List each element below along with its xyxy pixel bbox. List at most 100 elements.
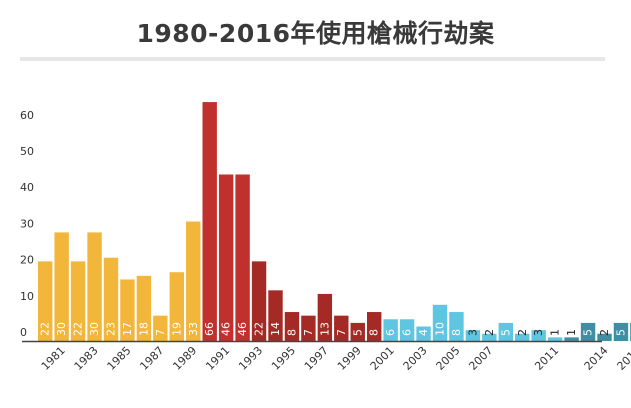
- x-tick-label: 2007: [466, 344, 495, 373]
- bar-value-label: 3: [466, 329, 479, 336]
- x-tick-label: 2016: [615, 344, 631, 373]
- bar: [317, 293, 333, 341]
- bar: [498, 322, 513, 341]
- x-tick-label: 2014: [582, 344, 611, 373]
- x-tick-label: 1989: [170, 344, 199, 373]
- bar: [301, 315, 316, 341]
- bar-value-label: 46: [236, 322, 249, 336]
- bar-value-label: 5: [499, 329, 512, 336]
- bar: [54, 232, 69, 341]
- bar: [87, 232, 102, 341]
- bar-value-label: 2: [598, 329, 611, 336]
- bar-value-label: 8: [285, 329, 298, 336]
- bar-value-label: 7: [302, 329, 315, 336]
- bar: [597, 333, 612, 341]
- y-tick-label: 50: [20, 145, 34, 158]
- bar-value-label: 5: [582, 329, 595, 336]
- bar: [564, 337, 579, 341]
- bar-value-label: 18: [137, 322, 150, 336]
- bar: [218, 174, 234, 341]
- bar: [202, 102, 217, 341]
- bar-value-label: 17: [121, 322, 134, 336]
- bar: [284, 312, 300, 341]
- bar-value-label: 6: [384, 329, 397, 336]
- bar-value-label: 13: [318, 322, 331, 336]
- bar-value-label: 23: [105, 322, 118, 336]
- bar-value-label: 8: [368, 329, 381, 336]
- bar: [367, 312, 382, 341]
- bar: [515, 333, 530, 341]
- bar-value-label: 8: [450, 329, 463, 336]
- bar: [235, 174, 250, 341]
- x-tick-label: 1981: [39, 344, 68, 373]
- bar: [350, 322, 365, 341]
- bar: [482, 333, 497, 341]
- bar-value-label: 46: [220, 322, 233, 336]
- bar: [103, 257, 119, 341]
- bar-value-label: 3: [532, 329, 545, 336]
- bar: [416, 326, 431, 341]
- bar: [613, 322, 629, 341]
- bar: [38, 261, 53, 341]
- bar-value-label: 4: [417, 329, 430, 336]
- bar-value-label: 66: [203, 322, 216, 336]
- bar: [531, 330, 546, 341]
- bar: [334, 315, 349, 341]
- bar: [383, 319, 398, 341]
- y-tick-label: 10: [20, 290, 34, 303]
- bar: [251, 261, 267, 341]
- x-tick-label: 2001: [368, 344, 397, 373]
- bar: [186, 221, 201, 341]
- x-tick-label: 1999: [335, 344, 364, 373]
- x-tick-label: 1983: [72, 344, 101, 373]
- x-tick-label: 2011: [532, 344, 561, 373]
- bar: [465, 330, 481, 341]
- bar-value-label: 19: [170, 322, 183, 336]
- x-tick-label: 1995: [269, 344, 298, 373]
- bar: [432, 304, 448, 341]
- x-tick-label: 1997: [302, 344, 331, 373]
- bar-value-label: 22: [253, 322, 266, 336]
- x-tick-label: 1987: [137, 344, 166, 373]
- bar-value-label: 1: [565, 329, 578, 336]
- bar: [547, 337, 563, 341]
- bar: [120, 279, 135, 341]
- x-tick-label: 2003: [401, 344, 430, 373]
- bar-value-label: 14: [269, 322, 282, 336]
- bar-value-label: 33: [187, 322, 200, 336]
- bar-value-label: 2: [483, 329, 496, 336]
- bar-value-label: 2: [516, 329, 529, 336]
- y-tick-label: 60: [20, 109, 34, 122]
- bar: [136, 275, 152, 341]
- x-tick-label: 1985: [105, 344, 134, 373]
- bar-value-label: 10: [434, 322, 447, 336]
- bar-value-label: 22: [72, 322, 85, 336]
- bar: [449, 312, 464, 341]
- bar: [153, 315, 168, 341]
- y-tick-label: 0: [20, 326, 27, 339]
- bar-value-label: 22: [39, 322, 52, 336]
- bar-value-label: 7: [154, 329, 167, 336]
- bar: [399, 319, 415, 341]
- bar: [580, 322, 596, 341]
- bar-value-label: 5: [351, 329, 364, 336]
- bar: [169, 272, 184, 341]
- bar-value-label: 30: [55, 322, 68, 336]
- chart-title: 1980-2016年使用槍械行劫案: [136, 19, 495, 48]
- bar-value-label: 6: [401, 329, 414, 336]
- x-tick-label: 1991: [203, 344, 232, 373]
- bar: [70, 261, 86, 341]
- x-tick-label: 2005: [434, 344, 463, 373]
- x-tick-label: 1993: [236, 344, 265, 373]
- y-tick-label: 30: [20, 217, 34, 230]
- bar: [268, 290, 283, 341]
- title-divider: [20, 57, 605, 61]
- bar-value-label: 30: [88, 322, 101, 336]
- y-tick-label: 40: [20, 181, 34, 194]
- bar-value-label: 7: [335, 329, 348, 336]
- bar-value-label: 5: [614, 329, 627, 336]
- bar-value-label: 1: [549, 329, 562, 336]
- y-tick-label: 20: [20, 254, 34, 267]
